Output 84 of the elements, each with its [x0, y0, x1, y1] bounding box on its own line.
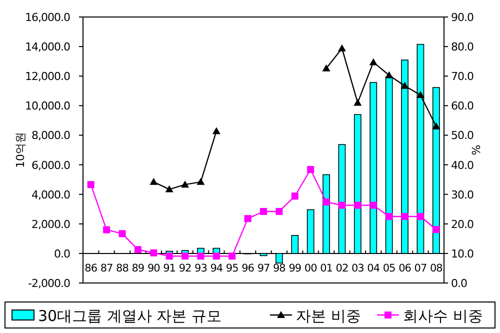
point: [322, 64, 330, 72]
x-tick-label: 89: [132, 262, 144, 274]
point: [118, 230, 126, 238]
x-tick-label: 08: [430, 262, 442, 274]
point: [134, 246, 142, 254]
point: [370, 202, 377, 209]
x-tick-label: 96: [242, 262, 255, 274]
x-tick-label: 99: [288, 262, 302, 274]
point: [244, 215, 252, 222]
point: [212, 252, 220, 260]
point: [196, 178, 205, 185]
y2-tick-label: 60.0: [451, 100, 474, 113]
y2-tick-label: 50.0: [451, 129, 474, 142]
y2-tick-label: 40.0: [451, 158, 474, 172]
point: [416, 91, 424, 98]
y2-tick-label: 90.0: [451, 11, 474, 24]
point: [150, 178, 158, 185]
point: [307, 166, 314, 174]
y2-axis-title: %: [470, 144, 483, 156]
point: [291, 192, 298, 200]
y-tick-label: 10,000.0: [25, 100, 70, 113]
x-tick-label: 05: [382, 262, 396, 274]
point: [228, 252, 236, 260]
point: [401, 213, 408, 220]
y-tick-label: 4,000.0: [32, 188, 70, 202]
point: [197, 252, 204, 260]
y-tick-label: 12,000.0: [25, 70, 70, 84]
x-tick-label: 97: [257, 262, 270, 274]
x-tick-label: 86: [84, 262, 98, 274]
y-axis-title: 10억원: [14, 132, 27, 168]
x-tick-label: 01: [320, 262, 332, 274]
x-tick-label: 06: [398, 262, 412, 274]
point: [432, 122, 440, 130]
x-tick-label: 95: [226, 262, 238, 274]
point: [386, 213, 393, 220]
x-tick-label: 04: [367, 262, 380, 274]
legend-label: 자본 비중: [296, 307, 361, 325]
x-tick-label: 94: [210, 262, 224, 274]
y-tick-label: -2,000.0: [28, 277, 70, 290]
point: [166, 252, 173, 260]
x-tick-label: 92: [178, 262, 192, 274]
y2-tick-label: 30.0: [451, 188, 474, 202]
y-tick-label: 2,000.0: [32, 218, 70, 231]
point: [354, 98, 362, 106]
point: [338, 44, 346, 52]
point: [338, 202, 346, 209]
x-tick-label: 03: [351, 262, 364, 274]
y2-tick-label: 10.0: [451, 247, 474, 260]
y-tick-label: 0.0: [54, 247, 70, 260]
x-tick-label: 88: [116, 262, 128, 274]
y2-tick-label: 20.0: [451, 218, 474, 231]
point: [400, 82, 409, 89]
point: [432, 226, 440, 234]
x-tick-label: 02: [336, 262, 348, 274]
legend-label: 회사수 비중: [403, 307, 483, 325]
x-tick-label: 90: [147, 262, 160, 274]
x-tick-label: 93: [194, 262, 207, 274]
legend-label: 30대그룹 계열사 자본 규모: [38, 307, 222, 325]
point: [165, 185, 174, 192]
point: [181, 180, 190, 188]
point: [276, 208, 283, 215]
x-tick-label: 98: [273, 262, 286, 274]
point: [182, 252, 189, 260]
y2-tick-label: 70.0: [451, 70, 474, 84]
x-tick-label: 87: [100, 262, 113, 274]
y2-tick-label: 0.0: [451, 277, 468, 290]
point: [322, 198, 330, 206]
point: [369, 58, 378, 66]
y-tick-label: 16,000.0: [25, 11, 70, 24]
point: [150, 249, 158, 256]
x-tick-label: 07: [414, 262, 427, 274]
y-tick-label: 14,000.0: [25, 40, 70, 54]
point: [354, 202, 362, 209]
point: [416, 213, 424, 220]
y-tick-label: 6,000.0: [32, 158, 70, 172]
point: [212, 127, 220, 134]
point: [260, 208, 267, 215]
x-tick-label: 91: [163, 262, 176, 274]
point: [103, 226, 110, 234]
point: [87, 181, 94, 188]
x-tick-label: 00: [304, 262, 317, 274]
point: [385, 71, 394, 78]
y2-tick-label: 80.0: [451, 40, 474, 54]
y-tick-label: 8,000.0: [32, 129, 70, 142]
